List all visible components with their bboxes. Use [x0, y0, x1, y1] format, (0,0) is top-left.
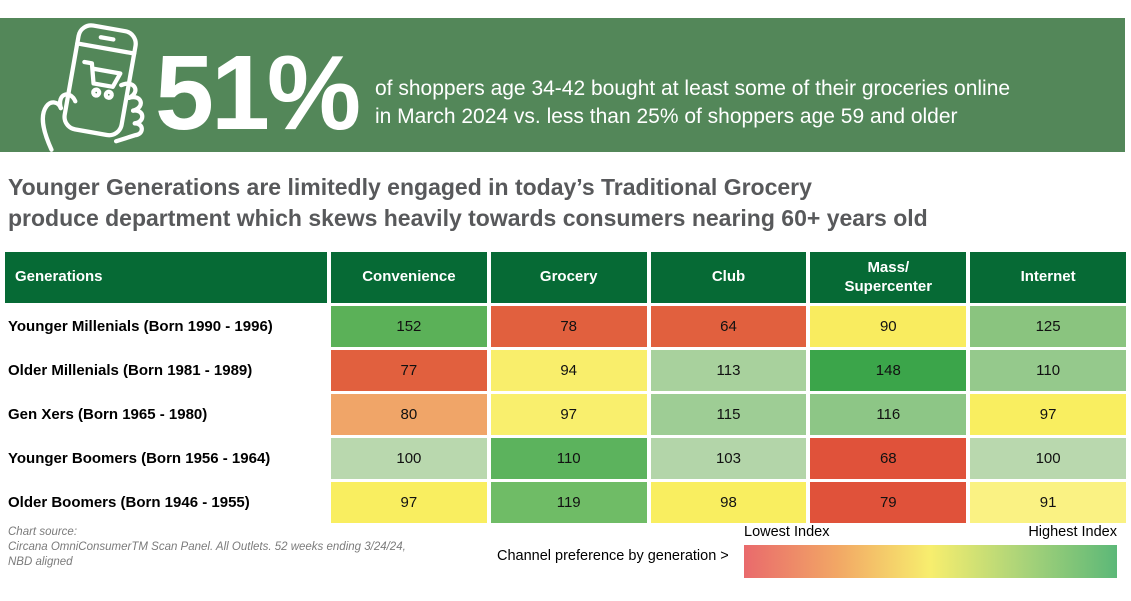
- column-header-grocery: Grocery: [490, 252, 647, 303]
- row-label: Younger Millenials (Born 1990 - 1996): [5, 306, 327, 347]
- heatmap-cell: 152: [331, 306, 487, 347]
- heatmap-cell: 125: [970, 306, 1126, 347]
- heatmap-cell: 97: [490, 394, 647, 435]
- stat-description: of shoppers age 34-42 bought at least so…: [375, 75, 1010, 132]
- chart-source-note: Chart source: Circana OmniConsumerTM Sca…: [8, 525, 406, 571]
- heatmap-cell: 90: [810, 306, 967, 347]
- heatmap-cell: 77: [331, 350, 487, 391]
- heatmap-cell: 148: [810, 350, 967, 391]
- stat-description-line2: in March 2024 vs. less than 25% of shopp…: [375, 105, 958, 129]
- legend-lowest-label: Lowest Index: [744, 524, 830, 540]
- index-gradient-bar: [744, 545, 1117, 578]
- page-title-line1: Younger Generations are limitedly engage…: [8, 174, 812, 200]
- heatmap-cell: 113: [650, 350, 807, 391]
- heatmap-cell: 80: [331, 394, 487, 435]
- legend-caption: Channel preference by generation >: [497, 548, 729, 564]
- column-header-club: Club: [650, 252, 807, 303]
- page-title-line2: produce department which skews heavily t…: [8, 204, 928, 231]
- heatmap-cell: 94: [490, 350, 647, 391]
- heatmap-cell: 97: [970, 394, 1126, 435]
- heatmap-cell: 91: [970, 482, 1126, 523]
- row-label: Younger Boomers (Born 1956 - 1964): [5, 438, 327, 479]
- column-header-generations: Generations: [5, 252, 327, 303]
- column-header-convenience: Convenience: [331, 252, 487, 303]
- heatmap-cell: 119: [490, 482, 647, 523]
- heatmap-cell: 78: [490, 306, 647, 347]
- row-label: Gen Xers (Born 1965 - 1980): [5, 394, 327, 435]
- heatmap-cell: 116: [810, 394, 967, 435]
- stat-banner: 51% of shoppers age 34-42 bought at leas…: [0, 18, 1125, 152]
- heatmap-cell: 115: [650, 394, 807, 435]
- legend-labels: Lowest Index Highest Index: [744, 524, 1117, 540]
- chart-source-line1: Chart source:: [8, 526, 78, 538]
- stat-percentage: 51%: [155, 34, 361, 152]
- generation-channel-heatmap: Generations Convenience Grocery Club Mass/ S…: [5, 252, 1126, 523]
- chart-source-line2: Circana OmniConsumerTM Scan Panel. All O…: [8, 541, 406, 554]
- heatmap-cell: 68: [810, 438, 967, 479]
- heatmap-cell: 103: [650, 438, 807, 479]
- page-title: Younger Generations are limitedly engage…: [8, 172, 928, 233]
- heatmap-cell: 100: [970, 438, 1126, 479]
- heatmap-cell: 97: [331, 482, 487, 523]
- heatmap-cell: 79: [810, 482, 967, 523]
- chart-source-line3: NBD aligned: [8, 556, 73, 569]
- heatmap-cell: 100: [331, 438, 487, 479]
- column-header-internet: Internet: [970, 252, 1126, 303]
- column-header-mass-supercenter: Mass/ Supercenter: [810, 252, 967, 303]
- hand-holding-phone-shopping-cart-icon: [40, 23, 145, 152]
- heatmap-cell: 110: [490, 438, 647, 479]
- row-label: Older Millenials (Born 1981 - 1989): [5, 350, 327, 391]
- heatmap-cell: 64: [650, 306, 807, 347]
- heatmap-cell: 98: [650, 482, 807, 523]
- stat-description-line1: of shoppers age 34-42 bought at least so…: [375, 77, 1011, 100]
- row-label: Older Boomers (Born 1946 - 1955): [5, 482, 327, 523]
- heatmap-cell: 110: [970, 350, 1126, 391]
- legend-highest-label: Highest Index: [1028, 524, 1117, 540]
